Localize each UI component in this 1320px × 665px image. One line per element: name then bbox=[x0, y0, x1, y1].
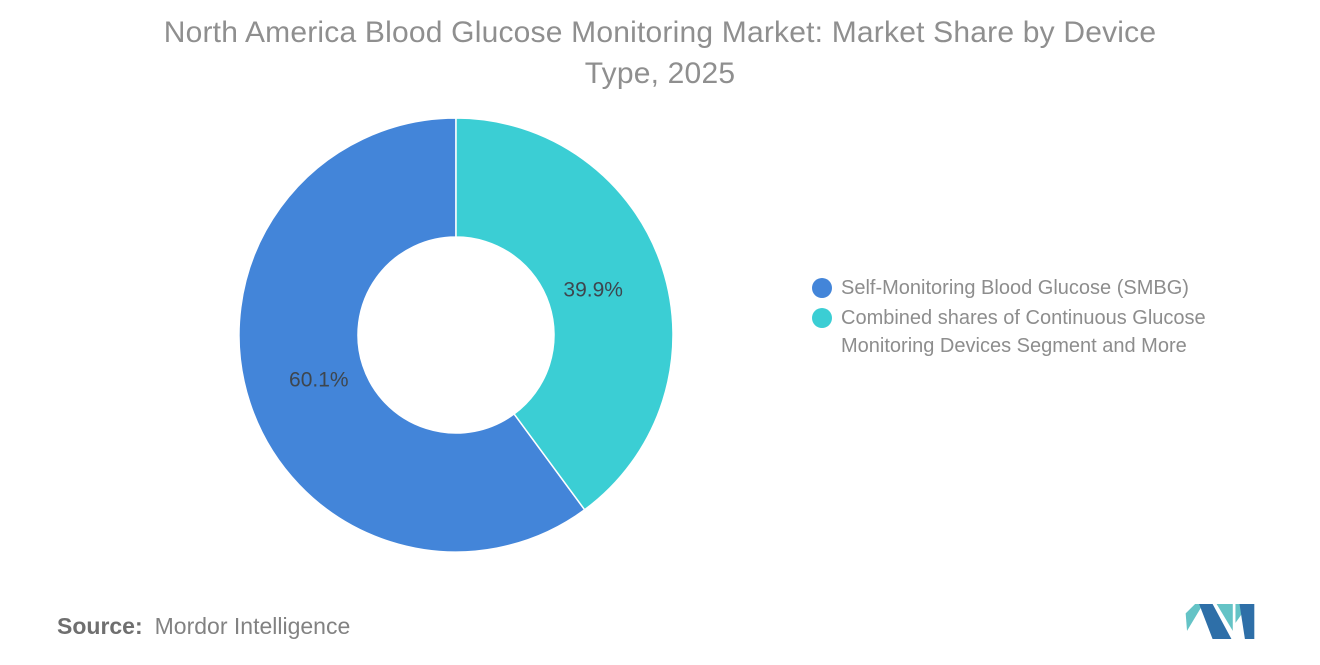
slice-label: 39.9% bbox=[563, 278, 623, 301]
source-line: Source: Mordor Intelligence bbox=[57, 613, 350, 640]
chart-title: North America Blood Glucose Monitoring M… bbox=[0, 12, 1320, 94]
legend-swatch-icon bbox=[812, 308, 832, 328]
legend-label: Combined shares of Continuous Glucose Mo… bbox=[841, 307, 1206, 357]
legend-item[interactable]: Self-Monitoring Blood Glucose (SMBG) bbox=[812, 274, 1262, 302]
source-value: Mordor Intelligence bbox=[154, 613, 351, 639]
mordor-intelligence-logo-icon bbox=[1185, 604, 1255, 639]
donut-chart: 60.1% 39.9% bbox=[238, 117, 674, 553]
chart-legend: Self-Monitoring Blood Glucose (SMBG) Comb… bbox=[812, 274, 1262, 360]
legend-label: Self-Monitoring Blood Glucose (SMBG) bbox=[841, 277, 1189, 299]
legend-swatch-icon bbox=[812, 278, 832, 298]
chart-title-line1: North America Blood Glucose Monitoring M… bbox=[163, 16, 1157, 49]
donut-slice[interactable] bbox=[238, 117, 586, 553]
legend-item[interactable]: Combined shares of Continuous Glucose Mo… bbox=[812, 304, 1262, 360]
chart-title-line2: Type, 2025 bbox=[584, 57, 736, 90]
source-label: Source: bbox=[57, 613, 143, 639]
slice-label: 60.1% bbox=[289, 369, 349, 392]
donut-slice[interactable] bbox=[455, 117, 674, 511]
